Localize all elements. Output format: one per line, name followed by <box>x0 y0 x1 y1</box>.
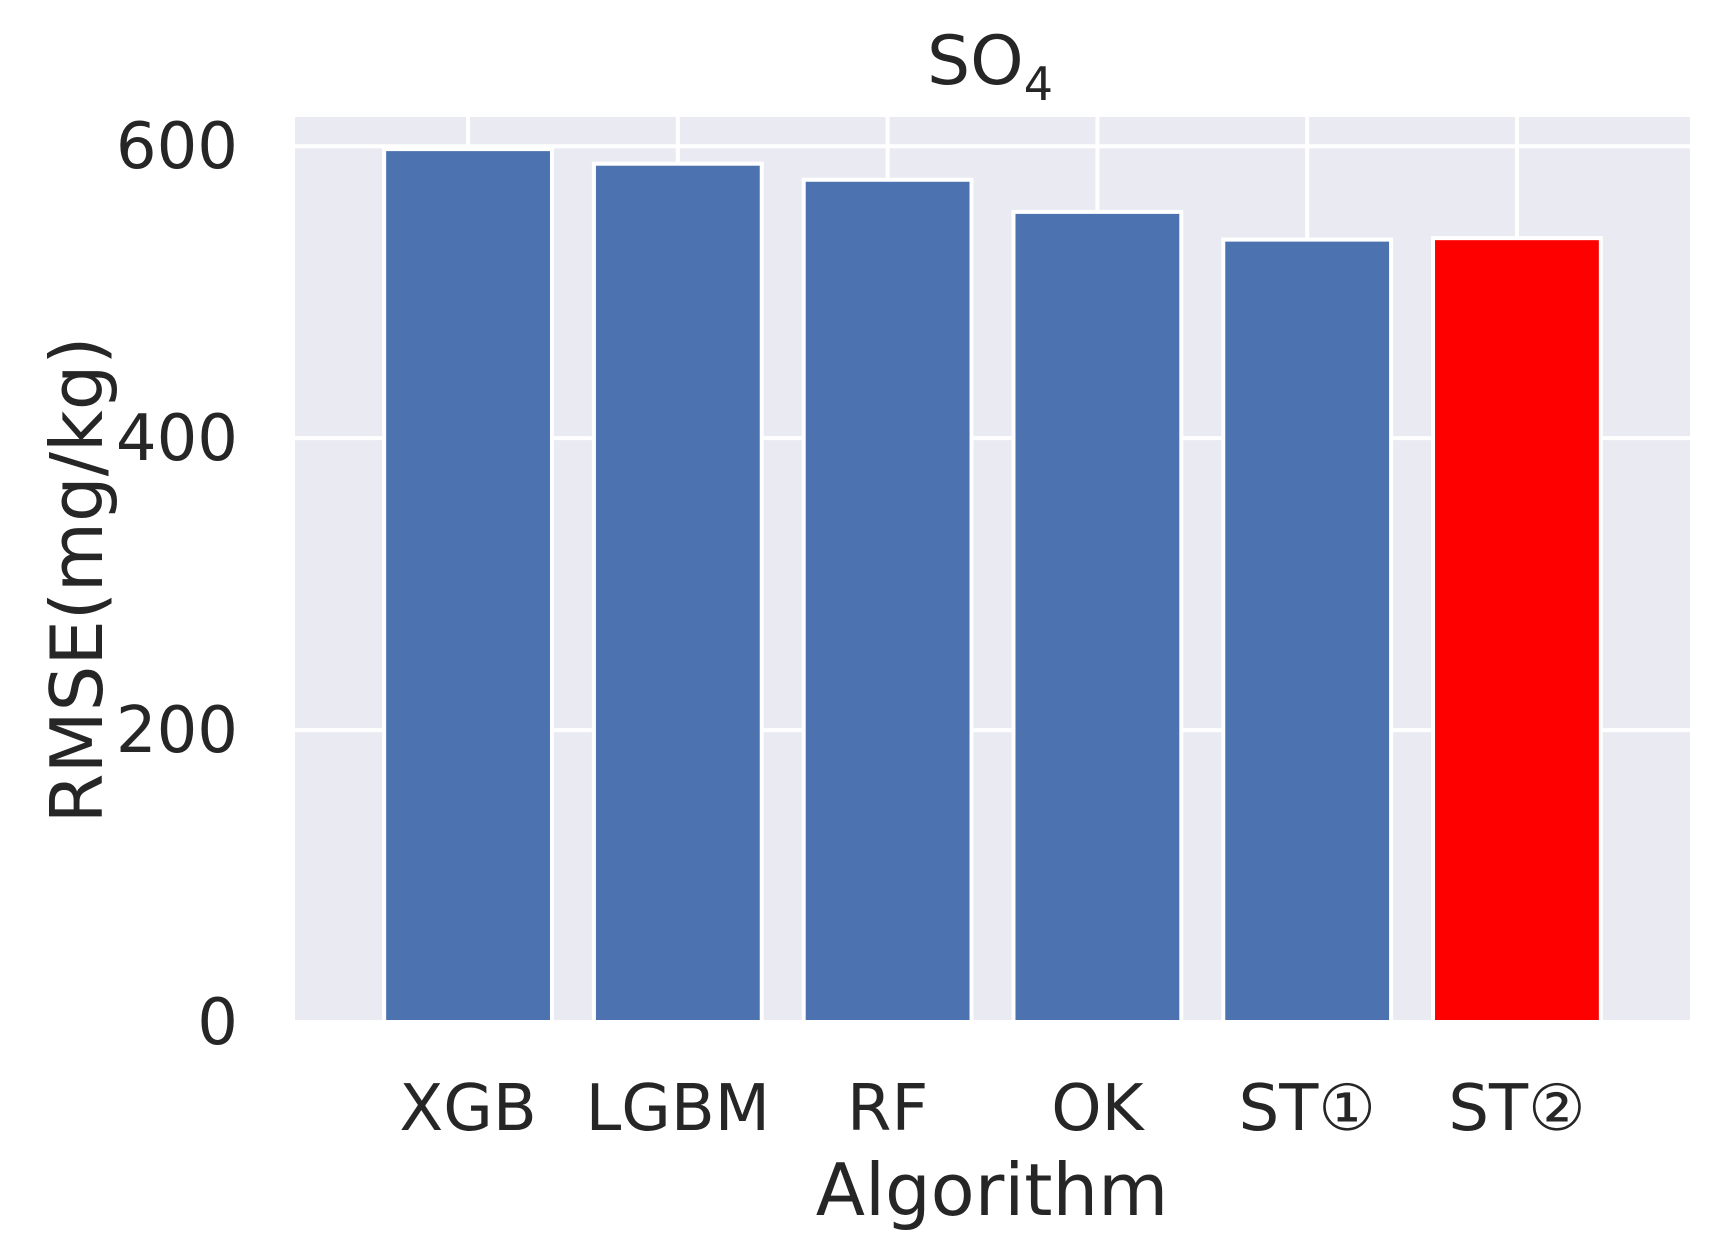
bar-st① <box>1221 237 1394 1024</box>
x-tick-label: RF <box>847 1072 928 1146</box>
x-tick-label: LGBM <box>586 1072 770 1146</box>
x-tick-label: OK <box>1051 1072 1145 1146</box>
x-tick-label: XGB <box>399 1072 536 1146</box>
bar-lgbm <box>591 161 764 1025</box>
chart-title: SO4 <box>927 22 1053 111</box>
bar-ok <box>1011 209 1184 1024</box>
x-tick-label: ST① <box>1239 1072 1376 1146</box>
y-tick-label: 600 <box>116 110 238 184</box>
y-tick-label: 200 <box>116 694 238 768</box>
x-tick-label: ST② <box>1448 1072 1585 1146</box>
y-tick-label: 400 <box>116 402 238 476</box>
x-tick-labels: XGB LGBM RF OK ST① ST② <box>399 1072 1585 1146</box>
y-tick-labels: 0 200 400 600 <box>116 110 238 1060</box>
bars <box>382 147 1603 1025</box>
y-axis-label: RMSE(mg/kg) <box>35 336 119 823</box>
bar-st② <box>1431 236 1603 1025</box>
y-tick-label: 0 <box>197 986 238 1060</box>
bar-xgb <box>382 147 554 1024</box>
x-axis-label: Algorithm <box>816 1148 1169 1232</box>
bar-rf <box>801 177 974 1025</box>
